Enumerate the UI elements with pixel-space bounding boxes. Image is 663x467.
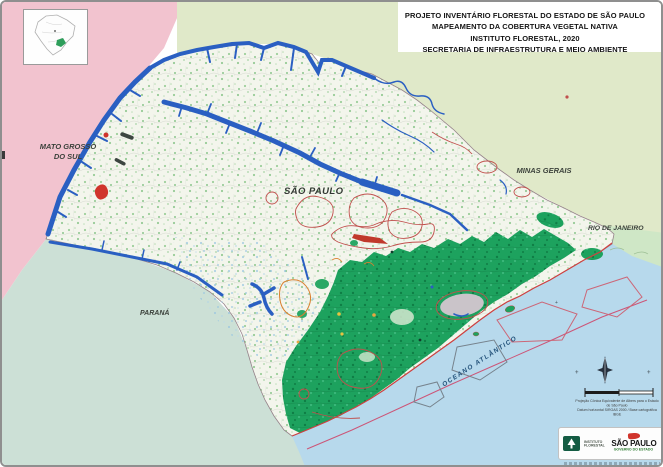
- instituto-florestal-logo-icon: [563, 436, 580, 451]
- sp-government-logo-icon: [627, 431, 641, 440]
- inset-mark: [54, 30, 56, 32]
- label-ms-line1: MATO GROSSO: [39, 142, 97, 151]
- instituto-florestal-label: INSTITUTO FLORESTAL: [584, 440, 605, 447]
- sp-government-subtitle: GOVERNO DO ESTADO: [614, 447, 654, 452]
- label-minas-gerais: MINAS GERAIS: [516, 166, 572, 175]
- inset-sao-paulo-highlight: [56, 38, 66, 47]
- title-line-4: SECRETARIA DE INFRAESTRUTURA E MEIO AMBI…: [422, 44, 628, 54]
- forest-clearing: [390, 309, 414, 325]
- north-arrow-icon: [597, 356, 613, 384]
- projection-note-line2: Datum horizontal SIRGAS 2000 / Base cart…: [577, 408, 657, 417]
- sao-paulo-metro-area: [440, 293, 484, 317]
- title-backing: [398, 2, 661, 52]
- forest-patch-bocaina: [581, 248, 603, 260]
- marine-protected-areas: [413, 276, 643, 408]
- label-mato-grosso-do-sul: MATO GROSSO DO SUL: [22, 142, 114, 162]
- offshore-limit-line: [306, 299, 648, 450]
- logos-box: INSTITUTO FLORESTAL SÃO PAULO GOVERNO DO…: [558, 427, 661, 460]
- scale-bar: [584, 388, 654, 397]
- region-ocean: [292, 230, 661, 465]
- fine-print-strip: [564, 462, 660, 465]
- island: [472, 331, 480, 337]
- forest-patch-mantiqueira: [536, 212, 564, 228]
- region-minas-gerais: [177, 2, 661, 242]
- if-label-line2: FLORESTAL: [584, 443, 605, 448]
- coastline-red-boundary: [291, 242, 613, 437]
- title-line-1: PROJETO INVENTÁRIO FLORESTAL DO ESTADO D…: [404, 11, 646, 20]
- red-boundaries: [265, 131, 531, 419]
- forest-fragment: [315, 279, 329, 289]
- projection-note-line1: Projeção Cônica Equivalente de Albers pa…: [575, 399, 659, 408]
- red-filled-area: [352, 234, 388, 244]
- forest-fragment: [350, 240, 358, 246]
- title-line-3: INSTITUTO FLORESTAL, 2020: [470, 33, 580, 43]
- forest-fragment: [297, 310, 307, 318]
- label-rio-de-janeiro: RIO DE JANEIRO: [588, 225, 644, 232]
- brazil-state-lines: [41, 21, 63, 43]
- brazil-inset-map: [34, 14, 76, 56]
- misc-map-marks: +: [94, 95, 569, 344]
- island-ilhabela: [504, 305, 516, 313]
- orange-marks: [331, 258, 375, 267]
- title-block: PROJETO INVENTÁRIO FLORESTAL DO ESTADO D…: [390, 10, 660, 55]
- sp-government-logo: SÃO PAULO GOVERNO DO ESTADO: [594, 431, 661, 455]
- graticule-cross: +: [647, 370, 651, 376]
- forest-clearing: [359, 352, 375, 362]
- label-ms-line2: DO SUL: [53, 152, 83, 162]
- label-parana: PARANÁ: [140, 310, 170, 317]
- region-parana: [2, 238, 305, 465]
- label-sao-paulo: SÃO PAULO: [284, 186, 344, 197]
- edge-mark: [2, 151, 5, 159]
- graticule-cross: +: [575, 370, 579, 376]
- graticule-cross: +: [555, 300, 558, 306]
- if-label-line1: INSTITUTO: [584, 440, 603, 444]
- title-line-2: MAPEAMENTO DA COBERTURA VEGETAL NATIVA: [432, 22, 618, 32]
- projection-note: Projeção Cônica Equivalente de Albers pa…: [573, 399, 661, 417]
- sp-wordmark: SÃO PAULO: [611, 438, 657, 448]
- brazil-inset: [23, 9, 88, 65]
- orange-boundary: [279, 279, 312, 318]
- forest-cover-main: [282, 229, 576, 433]
- metro-boundary-ring: [435, 290, 489, 320]
- blue-speckle-zone: [172, 237, 327, 360]
- brazil-outline: [34, 14, 76, 56]
- rivers: [45, 40, 507, 317]
